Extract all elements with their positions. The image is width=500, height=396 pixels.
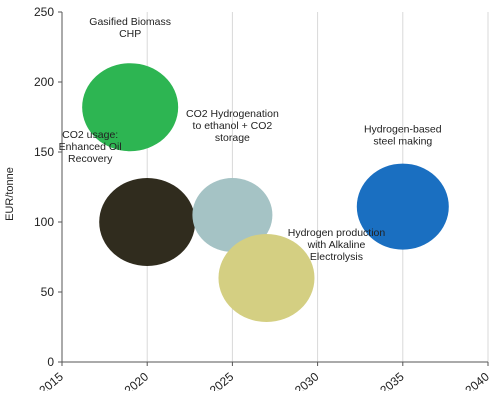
bubble-label-line: steel making bbox=[373, 136, 432, 148]
x-tick-label: 2035 bbox=[377, 369, 407, 391]
bubble-label-line: CO2 usage: bbox=[62, 129, 118, 141]
bubble-label-line: to ethanol + CO2 bbox=[193, 120, 273, 132]
bubble-label-line: Enhanced Oil bbox=[59, 141, 122, 153]
y-tick-label: 100 bbox=[34, 215, 54, 229]
bubble-label: CO2 usage: Enhanced Oil Recovery bbox=[59, 129, 122, 165]
bubble-label: Hydrogen-based steel making bbox=[364, 124, 442, 148]
bubble-label-line: Recovery bbox=[68, 153, 113, 165]
bubble-label-line: CO2 Hydrogenation bbox=[186, 108, 279, 120]
bubble-label-line: Hydrogen-based bbox=[364, 124, 442, 136]
y-axis-title: EUR/tonne bbox=[4, 167, 16, 221]
bubble-label: CO2 Hydrogenation to ethanol + CO2 storage bbox=[186, 108, 279, 144]
bubble bbox=[218, 234, 315, 322]
bubble-label-line: Gasified Biomass bbox=[89, 16, 171, 28]
bubble-label-line: Electrolysis bbox=[310, 251, 363, 263]
x-tick-label: 2020 bbox=[122, 369, 152, 391]
y-tick-label: 0 bbox=[47, 355, 54, 369]
bubble-label: Hydrogen production with Alkaline Electrol… bbox=[288, 227, 386, 263]
y-tick-label: 50 bbox=[41, 285, 55, 299]
bubble bbox=[99, 178, 196, 266]
bubble bbox=[356, 163, 449, 250]
y-tick-label: 150 bbox=[34, 145, 54, 159]
bubble bbox=[82, 63, 179, 152]
x-tick-label: 2015 bbox=[36, 369, 66, 391]
bubble-label-line: with Alkaline bbox=[307, 239, 366, 251]
bubble-label-line: CHP bbox=[119, 28, 141, 40]
y-tick-label: 250 bbox=[34, 5, 54, 19]
bubble-label: Gasified Biomass CHP bbox=[89, 16, 171, 40]
axes bbox=[58, 11, 489, 366]
bubble-labels: Gasified Biomass CHP CO2 usage: Enhanced Oi… bbox=[59, 16, 442, 263]
x-tick-label: 2040 bbox=[462, 369, 492, 391]
bubble bbox=[192, 178, 273, 252]
bubbles bbox=[82, 63, 449, 322]
y-tick-label: 200 bbox=[34, 75, 54, 89]
x-tick-label: 2030 bbox=[292, 369, 322, 391]
bubble-label-line: Hydrogen production bbox=[288, 227, 386, 239]
x-tick-label: 2025 bbox=[207, 369, 237, 391]
bubble-label-line: storage bbox=[215, 132, 250, 144]
